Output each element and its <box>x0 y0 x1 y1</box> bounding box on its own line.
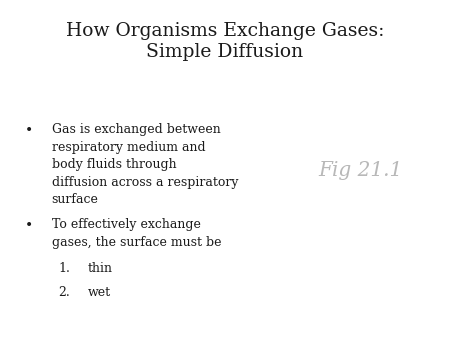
Text: Gas is exchanged between
respiratory medium and
body fluids through
diffusion ac: Gas is exchanged between respiratory med… <box>52 123 238 207</box>
Text: wet: wet <box>88 286 111 298</box>
Text: How Organisms Exchange Gases:
Simple Diffusion: How Organisms Exchange Gases: Simple Dif… <box>66 22 384 62</box>
Text: 1.: 1. <box>58 262 70 275</box>
Text: •: • <box>25 123 33 137</box>
Text: 2.: 2. <box>58 286 70 298</box>
Text: To effectively exchange
gases, the surface must be: To effectively exchange gases, the surfa… <box>52 218 221 248</box>
Text: Fig 21.1: Fig 21.1 <box>318 161 402 180</box>
Text: thin: thin <box>88 262 113 275</box>
Text: •: • <box>25 218 33 232</box>
